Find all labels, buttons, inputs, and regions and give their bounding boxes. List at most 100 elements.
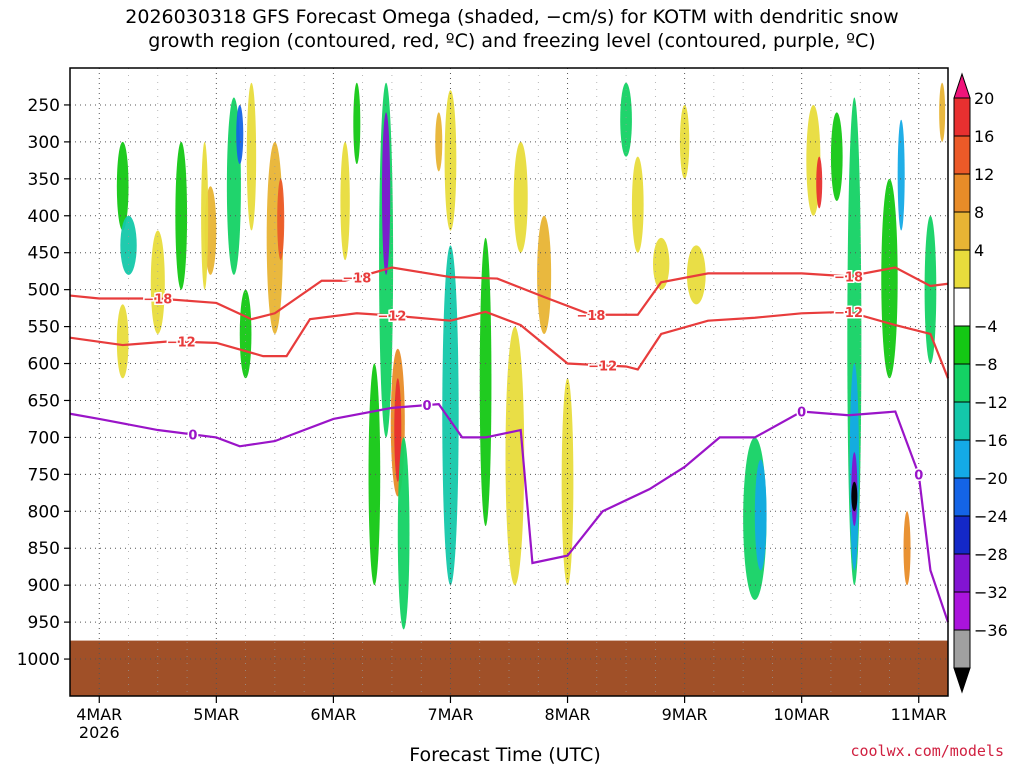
freezing-level-label-1: 0 [423, 399, 432, 414]
ground-surface [70, 640, 948, 696]
dendritic-upper-label-2: −18 [576, 309, 605, 324]
colorbar-label-3: 8 [974, 203, 984, 222]
colorbar-top-arrow [953, 72, 971, 99]
colorbar-label-5: −4 [974, 317, 998, 336]
y-tick-label-450: 450 [28, 244, 60, 264]
colorbar-segment-5 [953, 249, 971, 289]
omega-shade-24 [537, 215, 552, 334]
y-tick-label-350: 350 [28, 170, 60, 190]
omega-shade-10 [277, 178, 285, 261]
colorbar-segment-10 [953, 439, 971, 479]
colorbar-label-9: −20 [974, 469, 1008, 488]
dendritic-lower-label-2: −12 [588, 359, 617, 374]
colorbar-segment-7 [953, 325, 971, 365]
colorbar-label-10: −24 [974, 507, 1008, 526]
omega-shade-17 [394, 378, 402, 482]
y-axis: 250 300 350 400 450 500 550 600 650 700 750 800 850 9… [17, 96, 70, 670]
chart-title-line-1: 2026030318 GFS Forecast Omega (shaded, −… [125, 6, 899, 28]
dendritic-upper-label-3: −18 [834, 270, 863, 285]
omega-shade-21 [479, 237, 492, 527]
omega-shade-15 [381, 112, 391, 275]
y-tick-label-850: 850 [28, 539, 60, 559]
colorbar-label-6: −8 [974, 355, 998, 374]
freezing-level-label-0: 0 [188, 428, 197, 443]
omega-shade-33 [830, 112, 843, 201]
omega-shade-44 [652, 237, 670, 290]
dendritic-upper-line [69, 266, 949, 321]
omega-shade-40 [903, 511, 911, 586]
dendritic-upper-label-0: −18 [143, 293, 172, 308]
omega-shade-42 [939, 82, 946, 142]
omega-shade-28 [679, 104, 690, 179]
y-tick-label-500: 500 [28, 281, 60, 301]
y-tick-label-950: 950 [28, 613, 60, 633]
omega-shade-7 [236, 104, 244, 165]
colorbar-segment-1 [953, 97, 971, 137]
y-tick-label-600: 600 [28, 355, 60, 375]
omega-shade-4 [175, 141, 188, 290]
omega-shade-30 [754, 459, 767, 571]
x-axis: 4MAR 5MAR 6MAR 7MAR 8MAR 9MAR 10MAR 11MAR 2026 [76, 696, 947, 742]
x-tick-label-8MAR: 8MAR [545, 705, 591, 724]
omega-shade-18 [368, 363, 381, 586]
x-axis-title: Forecast Time (UTC) [409, 744, 601, 766]
freezing-level-line [69, 403, 950, 623]
omega-shade-37 [851, 481, 858, 512]
x-tick-label-6MAR: 6MAR [310, 705, 356, 724]
y-tick-label-400: 400 [28, 207, 60, 227]
omega-shade-13 [353, 82, 361, 165]
colorbar-label-0: 20 [974, 89, 994, 108]
dendritic-lower-label-1: −12 [377, 310, 406, 325]
colorbar-segment-8 [953, 363, 971, 403]
y-tick-label-550: 550 [28, 318, 60, 338]
omega-shade-2 [116, 304, 129, 379]
colorbar-label-11: −28 [974, 545, 1008, 564]
omega-shade-22 [513, 141, 528, 253]
colorbar-segment-15 [953, 629, 971, 669]
colorbar: 20 16 12 8 4 −4 −8 −12 −16 −20 −24 −28 −32 −36 [953, 72, 1008, 694]
colorbar-bottom-arrow [953, 667, 971, 694]
colorbar-segment-2 [953, 135, 971, 175]
omega-shade-27 [631, 156, 644, 253]
colorbar-segment-13 [953, 553, 971, 593]
omega-shade-20 [442, 245, 459, 586]
x-tick-label-5MAR: 5MAR [193, 705, 239, 724]
colorbar-segment-11 [953, 477, 971, 517]
y-tick-label-700: 700 [28, 428, 60, 448]
omega-shade-26 [620, 82, 632, 157]
dendritic-lower-label-0: −12 [167, 336, 196, 351]
freezing-level-label-3: 0 [914, 468, 923, 483]
dendritic-upper-label-1: −18 [342, 271, 371, 286]
y-tick-label-750: 750 [28, 465, 60, 485]
omega-shade-3 [150, 230, 165, 334]
colorbar-label-2: 12 [974, 165, 994, 184]
colorbar-segment-4 [953, 211, 971, 251]
omega-shade-32 [816, 156, 823, 209]
colorbar-segment-9 [953, 401, 971, 441]
omega-shade-47 [201, 141, 209, 290]
x-tick-label-9MAR: 9MAR [662, 705, 708, 724]
omega-shade-19 [397, 437, 410, 630]
x-tick-label-7MAR: 7MAR [427, 705, 473, 724]
y-tick-label-300: 300 [28, 133, 60, 153]
colorbar-segment-3 [953, 173, 971, 213]
colorbar-segment-12 [953, 515, 971, 555]
contour-layer: −18 −18 −18 −18 −12 −12 −12 −12 0 0 0 0 [69, 266, 950, 623]
ground-layer [70, 640, 948, 696]
omega-shade-45 [444, 90, 457, 231]
y-tick-label-650: 650 [28, 391, 60, 411]
colorbar-label-4: 4 [974, 241, 984, 260]
colorbar-label-8: −16 [974, 431, 1008, 450]
chart-title-line-2: growth region (contoured, red, ºC) and f… [148, 30, 876, 52]
credit-label: coolwx.com/models [850, 742, 1004, 760]
colorbar-segment-14 [953, 591, 971, 631]
dendritic-lower-label-3: −12 [834, 306, 863, 321]
y-tick-label-1000: 1000 [17, 650, 60, 670]
freezing-level-label-2: 0 [797, 406, 806, 421]
omega-shade-11 [239, 289, 252, 379]
omega-shade-0 [116, 141, 129, 231]
x-tick-label-11MAR: 11MAR [891, 705, 947, 724]
x-tick-label-10MAR: 10MAR [774, 705, 830, 724]
plot-frame [69, 67, 949, 697]
